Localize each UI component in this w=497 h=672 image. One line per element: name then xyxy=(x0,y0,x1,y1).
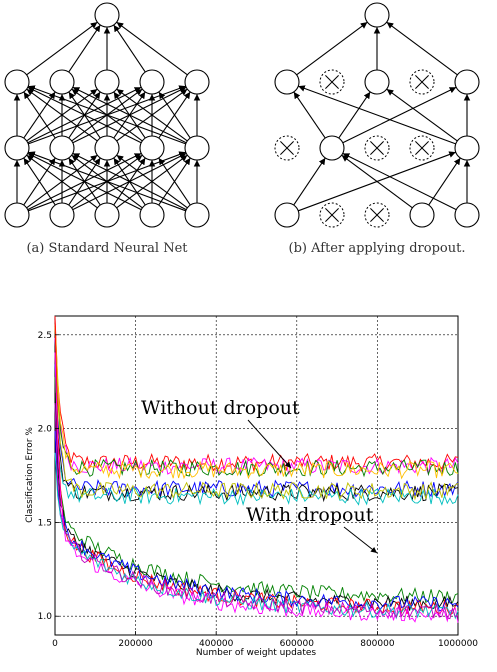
x-tick-label: 800000 xyxy=(360,639,395,649)
edge-arrow xyxy=(342,86,457,144)
x-tick-label: 400000 xyxy=(199,639,234,649)
neuron xyxy=(364,69,390,95)
neuron xyxy=(184,135,210,161)
neuron xyxy=(274,202,300,228)
y-tick-label: 2.0 xyxy=(38,425,53,435)
edge-arrow xyxy=(386,88,458,142)
cross-mark xyxy=(370,208,384,222)
plot-area xyxy=(54,315,459,636)
series-line-without-1 xyxy=(54,337,459,476)
edge-arrow xyxy=(28,151,186,212)
edge-arrow xyxy=(23,91,56,139)
x-axis-label: Number of weight updates xyxy=(196,648,316,658)
neuron xyxy=(94,202,120,228)
series-line-without-5 xyxy=(54,397,459,503)
caption-standard-net: (a) Standard Neural Net xyxy=(26,241,188,256)
edge-arrow xyxy=(26,154,98,209)
series-line-with-8 xyxy=(54,377,459,604)
neuron xyxy=(94,2,120,28)
edge-arrow xyxy=(296,21,368,76)
cross-mark xyxy=(415,141,429,155)
edge-arrow xyxy=(342,152,457,211)
series-line-without-4 xyxy=(54,364,459,499)
neuron xyxy=(364,2,390,28)
series-line-without-3 xyxy=(54,324,459,480)
grid-lines xyxy=(55,316,458,635)
neuron xyxy=(49,135,75,161)
edge-arrow xyxy=(298,85,456,145)
x-tick-label: 200000 xyxy=(118,639,153,649)
series-lines xyxy=(54,315,459,623)
edge-arrow xyxy=(68,24,101,73)
dropout-net-diagram xyxy=(274,2,480,228)
cross-mark xyxy=(325,208,339,222)
neuron xyxy=(454,135,480,161)
neuron xyxy=(409,202,435,228)
neuron xyxy=(139,69,165,95)
annotation-with-dropout: With dropout xyxy=(246,504,374,526)
edge-arrow xyxy=(293,157,326,206)
edge-arrow xyxy=(293,91,326,139)
x-tick-label: 0 xyxy=(52,639,58,649)
edge-arrow xyxy=(23,157,56,206)
edge-arrow xyxy=(28,85,186,145)
neuron xyxy=(49,69,75,95)
neuron xyxy=(4,202,30,228)
neuron xyxy=(94,135,120,161)
edge-arrow xyxy=(158,157,191,206)
edge-arrow xyxy=(386,21,458,76)
neuron xyxy=(139,202,165,228)
series-line-with-14 xyxy=(54,403,459,620)
neuron xyxy=(454,202,480,228)
annotation-arrow-with xyxy=(343,526,378,554)
edge-arrow xyxy=(27,152,142,211)
y-axis-label: Classification Error % xyxy=(25,427,35,523)
neuron xyxy=(319,135,345,161)
error-chart: 0 200000 400000 600000 800000 1000000 1.0 1.5 2.… xyxy=(25,315,479,658)
edge-arrow xyxy=(26,88,98,142)
cross-mark xyxy=(325,75,339,89)
y-tick-label: 2.5 xyxy=(38,331,52,341)
annotation-without-dropout: Without dropout xyxy=(141,397,300,419)
edge-arrow xyxy=(158,91,191,139)
standard-neural-net-diagram xyxy=(4,2,210,228)
x-tick-label: 600000 xyxy=(280,639,315,649)
neuron xyxy=(184,69,210,95)
annotation-arrow-without xyxy=(247,419,292,469)
neuron xyxy=(454,69,480,95)
edge-arrow xyxy=(113,24,146,73)
y-tick-label: 1.5 xyxy=(38,518,52,528)
cross-mark xyxy=(415,75,429,89)
y-tick-label: 1.0 xyxy=(38,612,53,622)
edge-arrow xyxy=(116,21,188,76)
neuron xyxy=(94,69,120,95)
series-line-with-13 xyxy=(54,452,459,620)
edge-arrow xyxy=(116,154,188,209)
edge-arrow xyxy=(116,88,188,142)
edge-arrow xyxy=(26,21,98,76)
x-tick-label: 1000000 xyxy=(438,639,478,649)
series-line-without-6 xyxy=(54,404,459,507)
caption-dropout-net: (b) After applying dropout. xyxy=(289,241,466,256)
series-line-without-7 xyxy=(54,326,459,501)
neuron xyxy=(184,202,210,228)
edge-arrow xyxy=(338,91,371,139)
neuron xyxy=(274,69,300,95)
neuron xyxy=(49,202,75,228)
axis-ticks: 0 200000 400000 600000 800000 1000000 1.0 1.5 2.… xyxy=(38,331,479,649)
edge-arrow xyxy=(428,157,461,206)
series-line-with-11 xyxy=(54,430,459,612)
cross-mark xyxy=(280,141,294,155)
edge-arrow xyxy=(341,154,413,209)
edge-arrow xyxy=(72,86,187,144)
cross-mark xyxy=(370,141,384,155)
neuron xyxy=(139,135,165,161)
edge-arrow xyxy=(27,86,142,144)
edge-arrow xyxy=(72,152,187,211)
neuron xyxy=(4,69,30,95)
neuron xyxy=(4,135,30,161)
